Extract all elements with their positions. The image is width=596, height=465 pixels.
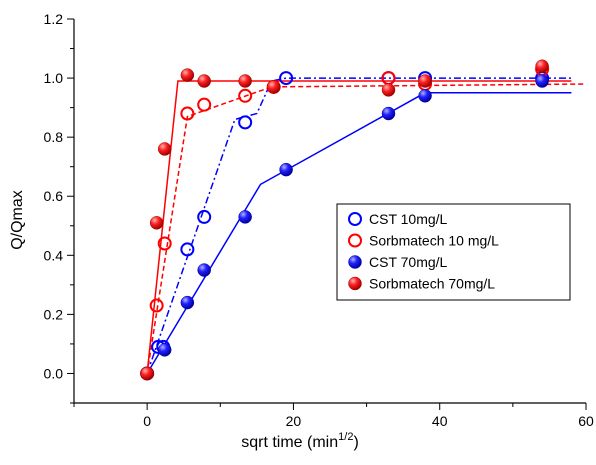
- data-point-s3: [535, 59, 549, 74]
- legend: CST 10mg/L Sorbmatech 10 mg/L CST 70mg/L So…: [336, 203, 571, 301]
- x-tick-label: 60: [578, 413, 594, 429]
- x-tick-label: 20: [286, 413, 302, 429]
- legend-label: Sorbmatech 10 mg/L: [369, 233, 499, 249]
- data-point-s3: [140, 366, 154, 381]
- data-point-s2: [180, 295, 195, 310]
- data-point-s2: [535, 74, 549, 88]
- fit-line-2: [146, 92, 572, 374]
- legend-marker: [348, 276, 362, 291]
- data-point-s1: [238, 88, 253, 103]
- data-point-s3: [381, 83, 396, 97]
- legend-box: [336, 203, 571, 301]
- y-tick-label: 1.2: [44, 11, 64, 27]
- data-point-s2: [279, 162, 293, 177]
- data-point-s3: [418, 74, 432, 88]
- y-axis-label: Q/Qmax: [9, 190, 26, 250]
- data-point-s1: [157, 236, 172, 251]
- y-tick-label: 0.2: [44, 306, 64, 322]
- y-tick-label: 0.0: [44, 365, 64, 381]
- legend-marker: [348, 212, 362, 226]
- data-point-s3: [180, 68, 195, 82]
- x-tick-label: 40: [432, 413, 448, 429]
- legend-marker: [348, 255, 362, 269]
- y-tick-label: 0.6: [44, 188, 64, 204]
- data-point-s0: [238, 115, 253, 130]
- data-point-s2: [157, 343, 172, 357]
- x-tick-label: 0: [143, 413, 151, 429]
- legend-label: Sorbmatech 70mg/L: [369, 276, 495, 292]
- data-point-s3: [149, 216, 164, 230]
- legend-label: CST 10mg/L: [369, 211, 448, 227]
- data-point-s2: [238, 210, 252, 224]
- x-axis-label: sqrt time (min1/2): [241, 431, 359, 451]
- legend-label: CST 70mg/L: [369, 254, 448, 270]
- data-point-s1: [197, 97, 212, 112]
- data-point-s0: [279, 71, 294, 86]
- data-point-s3: [238, 74, 252, 88]
- data-point-s1: [180, 106, 195, 121]
- axes: 0 20 40 60 0.0 0.2 0.4 0.6 0.8 1.0 1.2: [44, 11, 594, 429]
- legend-marker: [348, 233, 362, 248]
- data-points: [140, 59, 550, 381]
- data-point-s1: [149, 298, 164, 313]
- fit-line-3: [146, 80, 572, 374]
- y-tick-label: 0.4: [44, 247, 64, 263]
- data-point-s0: [197, 209, 212, 224]
- data-point-s3: [197, 74, 211, 88]
- y-tick-label: 0.8: [44, 129, 64, 145]
- data-point-s2: [418, 89, 432, 103]
- data-point-s0: [180, 242, 195, 257]
- data-point-s2: [197, 263, 211, 277]
- data-point-s2: [381, 106, 396, 121]
- data-point-s3: [266, 80, 281, 94]
- y-tick-label: 1.0: [44, 70, 64, 86]
- data-point-s3: [157, 142, 172, 156]
